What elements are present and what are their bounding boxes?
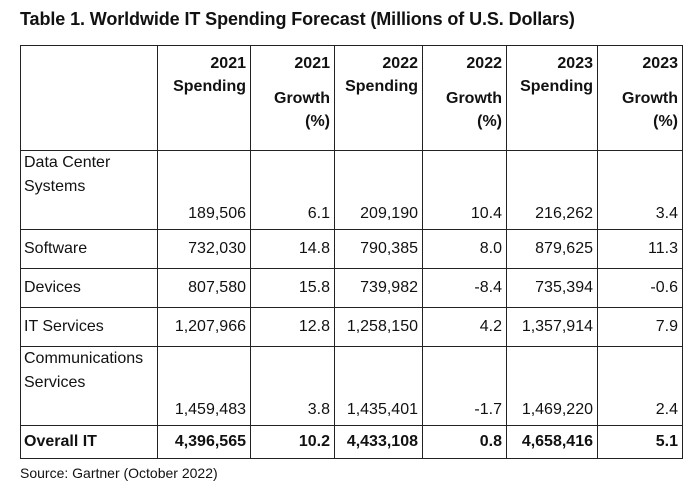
- it-spending-table: 2021 Spending 2021 Growth (%) 2022 Spend…: [20, 45, 683, 459]
- total-row: Overall IT 4,396,565 10.2 4,433,108 0.8 …: [20, 425, 683, 459]
- cell-2022-growth: -1.7: [422, 346, 507, 426]
- cell-2022-growth: -8.4: [422, 268, 507, 308]
- total-2022-growth: 0.8: [422, 425, 507, 459]
- cell-2022-spending: 209,190: [334, 150, 423, 230]
- header-metric: Growth: [274, 90, 330, 107]
- cell-2021-growth: 3.8: [250, 346, 335, 426]
- header-year: 2021: [210, 55, 246, 72]
- header-unit: (%): [653, 113, 678, 130]
- row-label-line2: Services: [24, 374, 86, 391]
- row-label: Communications Services: [20, 346, 158, 426]
- cell-2023-spending: 216,262: [506, 150, 598, 230]
- total-2023-growth: 5.1: [597, 425, 683, 459]
- cell-2023-growth: 3.4: [597, 150, 683, 230]
- table-row: Devices 807,580 15.8 739,982 -8.4 735,39…: [20, 268, 683, 308]
- row-label: IT Services: [20, 307, 158, 347]
- table-title: Table 1. Worldwide IT Spending Forecast …: [20, 9, 575, 29]
- table-row: IT Services 1,207,966 12.8 1,258,150 4.2…: [20, 307, 683, 347]
- cell-2021-spending: 1,459,483: [157, 346, 251, 426]
- cell-2022-spending: 790,385: [334, 229, 423, 269]
- cell-2023-growth: 2.4: [597, 346, 683, 426]
- cell-2021-growth: 14.8: [250, 229, 335, 269]
- cell-2022-spending: 1,435,401: [334, 346, 423, 426]
- cell-2023-growth: -0.6: [597, 268, 683, 308]
- corner-cell: [20, 45, 158, 151]
- total-2021-spending: 4,396,565: [157, 425, 251, 459]
- cell-2021-spending: 189,506: [157, 150, 251, 230]
- cell-2023-spending: 879,625: [506, 229, 598, 269]
- cell-2022-growth: 8.0: [422, 229, 507, 269]
- header-metric: Spending: [173, 78, 246, 95]
- header-metric: Spending: [345, 78, 418, 95]
- header-year: 2021: [294, 55, 330, 72]
- header-year: 2022: [466, 55, 502, 72]
- header-2022-spending: 2022 Spending: [334, 45, 423, 151]
- cell-2022-growth: 4.2: [422, 307, 507, 347]
- cell-2023-spending: 735,394: [506, 268, 598, 308]
- header-metric: Spending: [520, 78, 593, 95]
- row-label: Software: [20, 229, 158, 269]
- cell-2022-growth: 10.4: [422, 150, 507, 230]
- cell-2021-growth: 6.1: [250, 150, 335, 230]
- header-year: 2023: [642, 55, 678, 72]
- cell-2023-spending: 1,357,914: [506, 307, 598, 347]
- header-2021-spending: 2021 Spending: [157, 45, 251, 151]
- row-label: Data Center Systems: [20, 150, 158, 230]
- cell-2021-spending: 732,030: [157, 229, 251, 269]
- cell-2023-spending: 1,469,220: [506, 346, 598, 426]
- cell-2021-growth: 12.8: [250, 307, 335, 347]
- header-2022-growth: 2022 Growth (%): [422, 45, 507, 151]
- header-2021-growth: 2021 Growth (%): [250, 45, 335, 151]
- header-unit: (%): [305, 113, 330, 130]
- total-2022-spending: 4,433,108: [334, 425, 423, 459]
- header-metric: Growth: [446, 90, 502, 107]
- header-year: 2022: [382, 55, 418, 72]
- row-label-line1: Data Center: [24, 154, 111, 171]
- header-2023-spending: 2023 Spending: [506, 45, 598, 151]
- table-row: Software 732,030 14.8 790,385 8.0 879,62…: [20, 229, 683, 269]
- row-label: Devices: [20, 268, 158, 308]
- row-label-line1: Communications: [24, 350, 144, 367]
- source-note: Source: Gartner (October 2022): [20, 465, 218, 481]
- total-2023-spending: 4,658,416: [506, 425, 598, 459]
- table-row: Communications Services 1,459,483 3.8 1,…: [20, 346, 683, 426]
- total-2021-growth: 10.2: [250, 425, 335, 459]
- header-year: 2023: [557, 55, 593, 72]
- cell-2023-growth: 11.3: [597, 229, 683, 269]
- header-row: 2021 Spending 2021 Growth (%) 2022 Spend…: [20, 45, 683, 151]
- cell-2021-growth: 15.8: [250, 268, 335, 308]
- header-metric: Growth: [622, 90, 678, 107]
- table-row: Data Center Systems 189,506 6.1 209,190 …: [20, 150, 683, 230]
- row-label-line2: Systems: [24, 178, 86, 195]
- cell-2022-spending: 739,982: [334, 268, 423, 308]
- header-unit: (%): [477, 113, 502, 130]
- cell-2021-spending: 807,580: [157, 268, 251, 308]
- header-2023-growth: 2023 Growth (%): [597, 45, 683, 151]
- cell-2022-spending: 1,258,150: [334, 307, 423, 347]
- total-label: Overall IT: [20, 425, 158, 459]
- cell-2023-growth: 7.9: [597, 307, 683, 347]
- cell-2021-spending: 1,207,966: [157, 307, 251, 347]
